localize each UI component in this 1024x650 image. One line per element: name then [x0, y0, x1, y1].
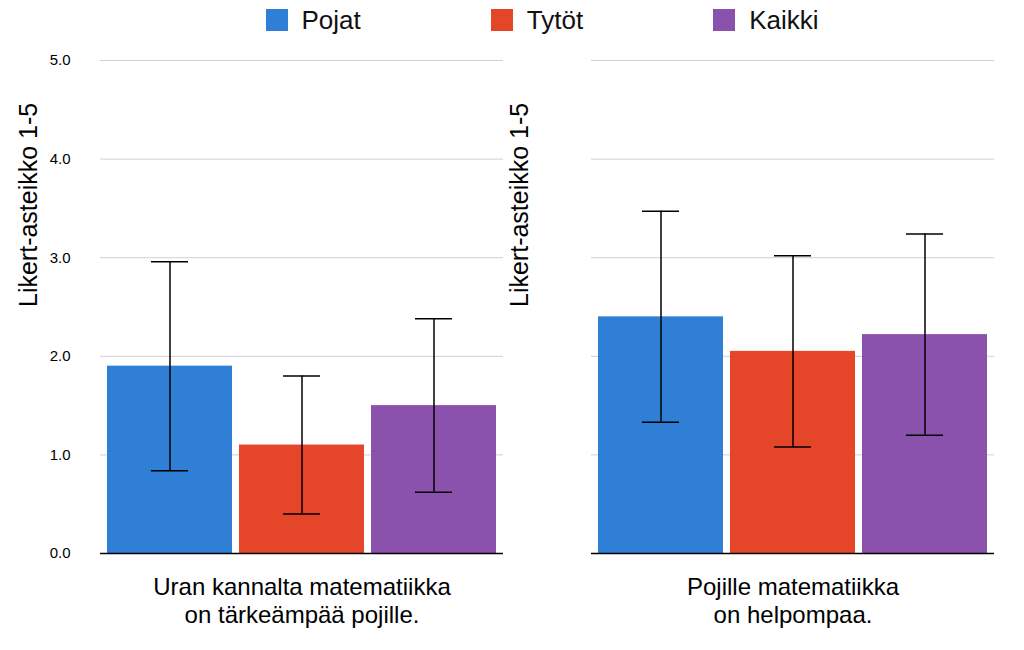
- svg-text:0.0: 0.0: [50, 544, 71, 561]
- svg-text:4.0: 4.0: [50, 150, 71, 167]
- html-text:Kaikki: Kaikki: [749, 4, 819, 35]
- svg-text:5.0: 5.0: [50, 51, 71, 68]
- svg-text:2.0: 2.0: [50, 347, 71, 364]
- svg-text:Likert-asteikko 1-5: Likert-asteikko 1-5: [14, 103, 42, 307]
- svg-text:1.0: 1.0: [50, 446, 71, 463]
- html-text:Tytöt: Tytöt: [526, 4, 584, 35]
- svg-text:Likert-asteikko 1-5: Likert-asteikko 1-5: [505, 103, 533, 307]
- html-text:Pojat: Pojat: [301, 4, 361, 35]
- svg-text:Pojille matematiikkaon helpomp: Pojille matematiikkaon helpompaa.: [687, 573, 900, 628]
- svg-text:3.0: 3.0: [50, 249, 71, 266]
- svg-text:Uran kannalta matematiikkaon t: Uran kannalta matematiikkaon tärkeämpää …: [153, 573, 451, 628]
